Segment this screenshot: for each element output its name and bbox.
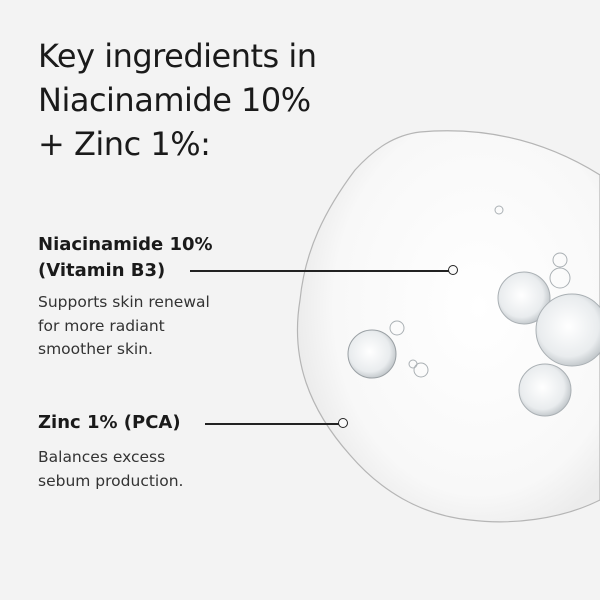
callout-dot-zinc — [338, 418, 348, 428]
description-line: Supports skin renewal — [38, 293, 210, 311]
ingredient-name-line: (Vitamin B3) — [38, 260, 166, 281]
title-line: Key ingredients in — [38, 37, 317, 75]
description-line: Balances excess — [38, 448, 166, 466]
page-title: Key ingredients in Niacinamide 10% + Zin… — [38, 34, 317, 166]
callout-line-niacinamide — [190, 270, 449, 272]
ingredient-name-zinc: Zinc 1% (PCA) — [38, 410, 181, 436]
description-line: sebum production. — [38, 471, 184, 490]
callout-line-zinc — [205, 423, 339, 425]
ingredient-name-line: Zinc 1% (PCA) — [38, 412, 181, 433]
ingredient-description-zinc: Balances excess sebum production. — [38, 446, 183, 493]
title-line: + Zinc 1%: — [38, 125, 211, 163]
title-line: Niacinamide 10% — [38, 81, 311, 119]
ingredient-description-niacinamide: Supports skin renewal for more radiant s… — [38, 291, 210, 362]
callout-dot-niacinamide — [448, 265, 458, 275]
ingredient-name-niacinamide: Niacinamide 10% (Vitamin B3) — [38, 232, 213, 284]
ingredient-name-line: Niacinamide 10% — [38, 234, 213, 255]
description-line: smoother skin. — [38, 340, 153, 358]
description-line: for more radiant — [38, 316, 165, 335]
